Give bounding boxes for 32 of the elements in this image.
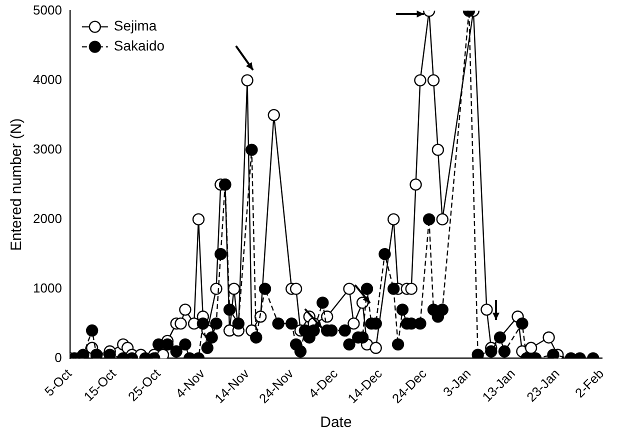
point xyxy=(480,304,493,316)
point xyxy=(210,282,222,295)
point xyxy=(228,282,240,295)
point xyxy=(179,304,192,316)
point xyxy=(268,108,280,122)
point xyxy=(370,342,382,354)
y-tick-label: 3000 xyxy=(33,141,62,156)
point xyxy=(427,74,440,86)
point xyxy=(290,282,302,295)
point xyxy=(414,74,426,86)
point xyxy=(432,144,444,156)
point xyxy=(174,317,187,330)
y-tick-label: 2000 xyxy=(33,210,62,226)
y-axis-title: Entered number (N) xyxy=(8,118,26,251)
point xyxy=(343,282,356,295)
y-tick-label: 1000 xyxy=(33,280,62,296)
legend-label: Sakaido xyxy=(114,38,165,54)
y-tick-label: 4000 xyxy=(33,72,62,87)
point xyxy=(542,331,555,344)
legend-label: Sejima xyxy=(114,18,157,34)
point xyxy=(436,213,448,226)
point xyxy=(348,317,360,330)
y-tick-label: 0 xyxy=(54,350,62,365)
point xyxy=(524,342,538,354)
x-axis-title: Date xyxy=(320,414,352,432)
point xyxy=(241,74,254,86)
point xyxy=(320,310,334,323)
point xyxy=(405,282,418,295)
point xyxy=(192,213,205,226)
point xyxy=(388,213,400,226)
y-tick-label: 5000 xyxy=(33,2,62,18)
point xyxy=(410,178,422,191)
